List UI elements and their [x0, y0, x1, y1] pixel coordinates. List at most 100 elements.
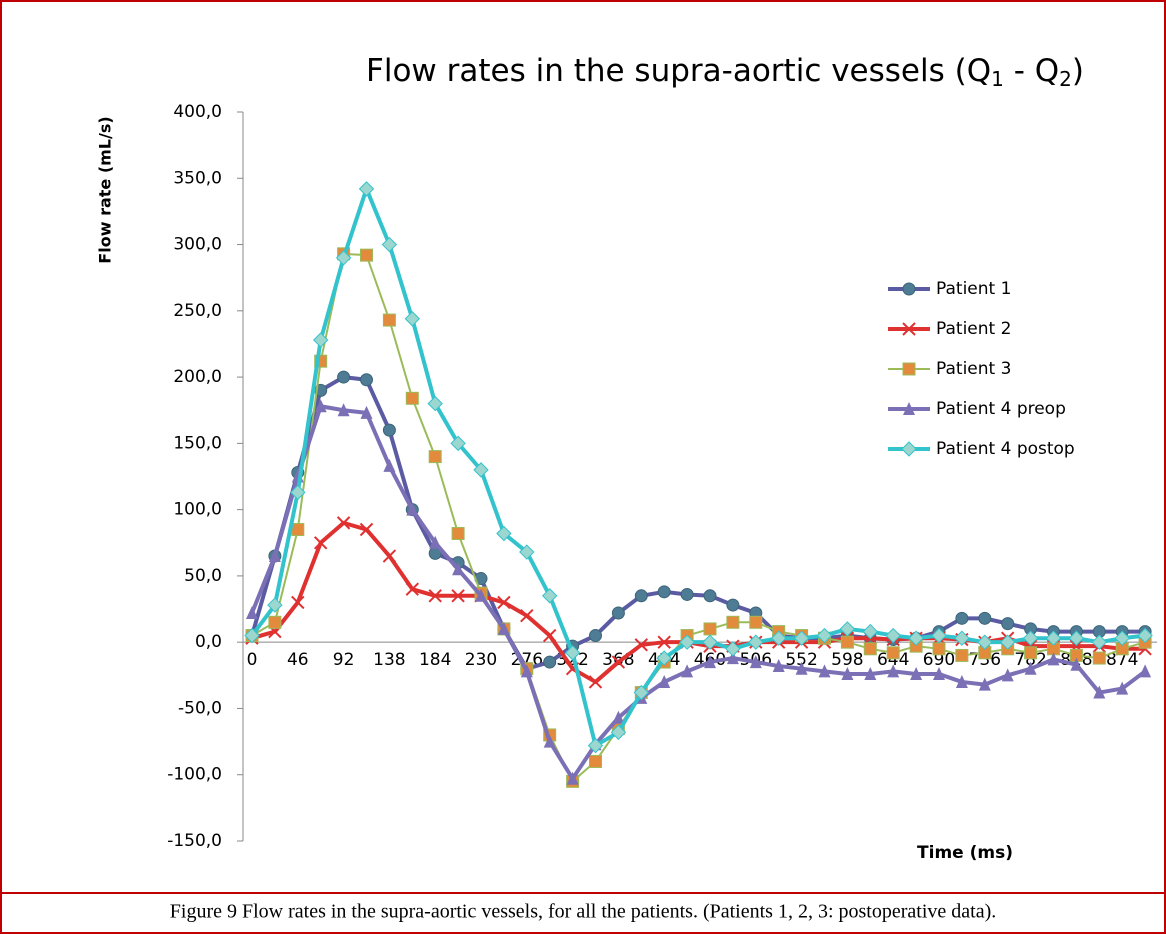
y-axis-label: Flow rate (mL/s) [96, 116, 115, 263]
marker [681, 664, 694, 678]
marker [726, 598, 740, 612]
marker [313, 536, 328, 550]
series [245, 247, 1152, 788]
marker [1091, 634, 1108, 650]
marker [656, 650, 672, 666]
series [244, 181, 1153, 754]
marker [519, 544, 535, 560]
marker [587, 737, 604, 754]
series-line [251, 252, 1146, 783]
marker [703, 622, 717, 636]
marker [908, 630, 924, 646]
marker [610, 724, 627, 741]
marker [816, 627, 833, 644]
marker [864, 666, 877, 680]
marker [793, 630, 810, 646]
legend-label: Patient 4 preop [936, 399, 1066, 419]
marker [383, 458, 396, 472]
marker [497, 595, 511, 610]
x-tick-label: 874 [1106, 650, 1138, 670]
marker [999, 634, 1016, 650]
y-tick-label: 50,0 [184, 566, 222, 586]
marker [634, 638, 649, 652]
series-line [250, 186, 1146, 748]
marker [862, 623, 879, 640]
marker [841, 666, 854, 680]
y-tick-label: 400,0 [173, 102, 222, 122]
series-line [250, 375, 1146, 671]
marker [542, 628, 557, 643]
legend-marker [902, 362, 916, 376]
marker [795, 661, 808, 675]
marker [1024, 661, 1037, 675]
marker [885, 627, 901, 644]
marker [427, 395, 443, 412]
marker [863, 642, 877, 656]
marker [611, 655, 626, 669]
marker [406, 502, 419, 516]
marker [933, 666, 945, 680]
marker [496, 525, 512, 542]
marker [748, 634, 764, 650]
x-tick-label: 92 [333, 650, 355, 670]
marker [405, 391, 419, 405]
title-part: ) [1072, 53, 1084, 89]
y-tick-label: -100,0 [167, 765, 222, 785]
marker [725, 641, 741, 657]
marker [337, 370, 351, 384]
marker [726, 651, 739, 665]
marker [1024, 646, 1038, 660]
x-tick-label: 644 [877, 650, 909, 670]
marker [633, 684, 650, 701]
marker [290, 484, 306, 501]
legend-label: Patient 1 [936, 279, 1011, 299]
marker [818, 664, 831, 678]
marker [246, 606, 258, 620]
marker [611, 606, 625, 620]
marker [337, 403, 350, 417]
marker [887, 664, 900, 678]
marker [702, 634, 718, 650]
marker [359, 522, 374, 537]
marker [360, 405, 373, 419]
title-part: Flow rates in the supra-aortic vessels (… [366, 53, 991, 89]
marker [566, 771, 579, 785]
marker [657, 585, 671, 599]
chart-title: Flow rates in the supra-aortic vessels (… [366, 53, 1084, 91]
y-tick-label: 300,0 [173, 235, 222, 255]
marker [244, 627, 260, 644]
marker [679, 634, 695, 650]
marker [886, 646, 900, 660]
marker [634, 589, 648, 603]
x-tick-label: 138 [373, 650, 405, 670]
title-sub: 1 [991, 67, 1004, 91]
marker [405, 582, 420, 596]
marker [1137, 627, 1153, 644]
marker [954, 630, 970, 646]
marker [931, 627, 947, 644]
marker [1068, 630, 1085, 646]
marker [428, 450, 442, 464]
marker [978, 677, 991, 691]
marker [564, 645, 581, 661]
legend-label: Patient 4 postop [936, 439, 1075, 459]
marker [267, 597, 283, 613]
x-tick-label: 46 [287, 650, 309, 670]
marker [497, 621, 510, 635]
marker [381, 236, 398, 253]
marker [612, 710, 625, 724]
marker [268, 549, 281, 563]
marker [704, 655, 716, 669]
marker [770, 630, 787, 646]
legend-marker [902, 322, 916, 336]
marker [1139, 664, 1152, 678]
marker [520, 608, 534, 623]
marker [451, 526, 465, 540]
x-tick-label: 690 [923, 650, 955, 670]
marker [749, 615, 763, 629]
marker [657, 635, 671, 649]
marker [1093, 685, 1106, 699]
title-part: - Q [1004, 53, 1059, 89]
y-tick-label: -150,0 [167, 831, 222, 851]
